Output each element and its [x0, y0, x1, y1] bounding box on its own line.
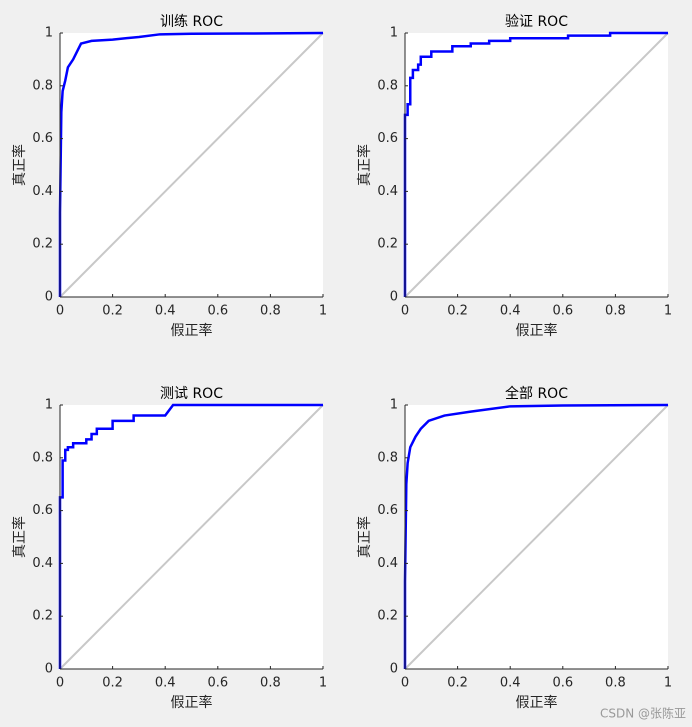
y-tick-label: 0.6: [377, 131, 398, 146]
y-tick-label: 1: [45, 26, 53, 41]
y-axis-label: 真正率: [11, 516, 28, 558]
roc-curve: [403, 403, 669, 669]
y-tick-label: 0.2: [32, 609, 53, 624]
x-tick-label: 0.6: [552, 676, 573, 691]
x-tick-label: 0: [56, 304, 64, 319]
x-tick-label: 0.8: [260, 676, 281, 691]
x-axis-label: 假正率: [516, 694, 558, 711]
y-tick-label: 1: [45, 398, 53, 413]
y-tick-label: 0.6: [377, 503, 398, 518]
y-tick-label: 0: [390, 290, 398, 305]
reference-line: [404, 32, 669, 298]
x-tick-label: 0: [401, 304, 409, 319]
y-tick-label: 0.4: [377, 184, 398, 199]
x-tick-label: 0.2: [102, 676, 123, 691]
x-tick-label: 1: [319, 676, 327, 691]
y-tick-label: 0: [45, 290, 53, 305]
x-tick-label: 0.4: [155, 676, 176, 691]
x-tick-label: 0: [56, 676, 64, 691]
reference-line: [59, 32, 324, 298]
y-tick-label: 1: [390, 26, 398, 41]
reference-line: [404, 404, 669, 670]
y-tick-label: 0.8: [377, 450, 398, 465]
y-tick-label: 0.2: [377, 609, 398, 624]
x-tick-label: 0.2: [447, 304, 468, 319]
x-tick-label: 1: [664, 676, 672, 691]
x-tick-label: 0.8: [605, 676, 626, 691]
x-tick-label: 0.2: [447, 676, 468, 691]
x-tick-label: 0.4: [155, 304, 176, 319]
y-tick-label: 0: [45, 662, 53, 677]
roc-curve: [58, 31, 324, 297]
y-tick-label: 0: [390, 662, 398, 677]
y-tick-label: 0.8: [32, 450, 53, 465]
x-tick-label: 0.4: [500, 676, 521, 691]
watermark: CSDN @张陈亚: [600, 706, 686, 721]
x-tick-label: 0: [401, 676, 409, 691]
y-tick-label: 0.8: [377, 78, 398, 93]
y-axis-label: 真正率: [356, 516, 373, 558]
chart-title: 训练 ROC: [160, 14, 223, 30]
x-axis-label: 假正率: [516, 322, 558, 339]
y-axis-label: 真正率: [11, 144, 28, 186]
y-tick-label: 0.8: [32, 78, 53, 93]
roc-curve: [58, 403, 323, 669]
y-tick-label: 0.4: [377, 556, 398, 571]
x-tick-label: 0.6: [552, 304, 573, 319]
y-tick-label: 0.6: [32, 503, 53, 518]
x-tick-label: 0.8: [260, 304, 281, 319]
chart-title: 测试 ROC: [160, 386, 223, 402]
roc-curve: [403, 31, 668, 297]
y-tick-label: 1: [390, 398, 398, 413]
y-axis-label: 真正率: [356, 144, 373, 186]
x-tick-label: 0.2: [102, 304, 123, 319]
x-tick-label: 0.4: [500, 304, 521, 319]
x-axis-label: 假正率: [171, 322, 213, 339]
y-tick-label: 0.4: [32, 556, 53, 571]
chart-title: 全部 ROC: [505, 385, 568, 402]
x-axis-label: 假正率: [171, 694, 213, 711]
x-tick-label: 0.6: [207, 304, 228, 319]
x-tick-label: 0.6: [207, 676, 228, 691]
y-tick-label: 0.2: [32, 237, 53, 252]
x-tick-label: 0.8: [605, 304, 626, 319]
x-tick-label: 1: [319, 304, 327, 319]
chart-title: 验证 ROC: [505, 14, 568, 30]
reference-line: [59, 404, 324, 670]
y-tick-label: 0.4: [32, 184, 53, 199]
y-tick-label: 0.6: [32, 131, 53, 146]
x-tick-label: 1: [664, 304, 672, 319]
y-tick-label: 0.2: [377, 237, 398, 252]
